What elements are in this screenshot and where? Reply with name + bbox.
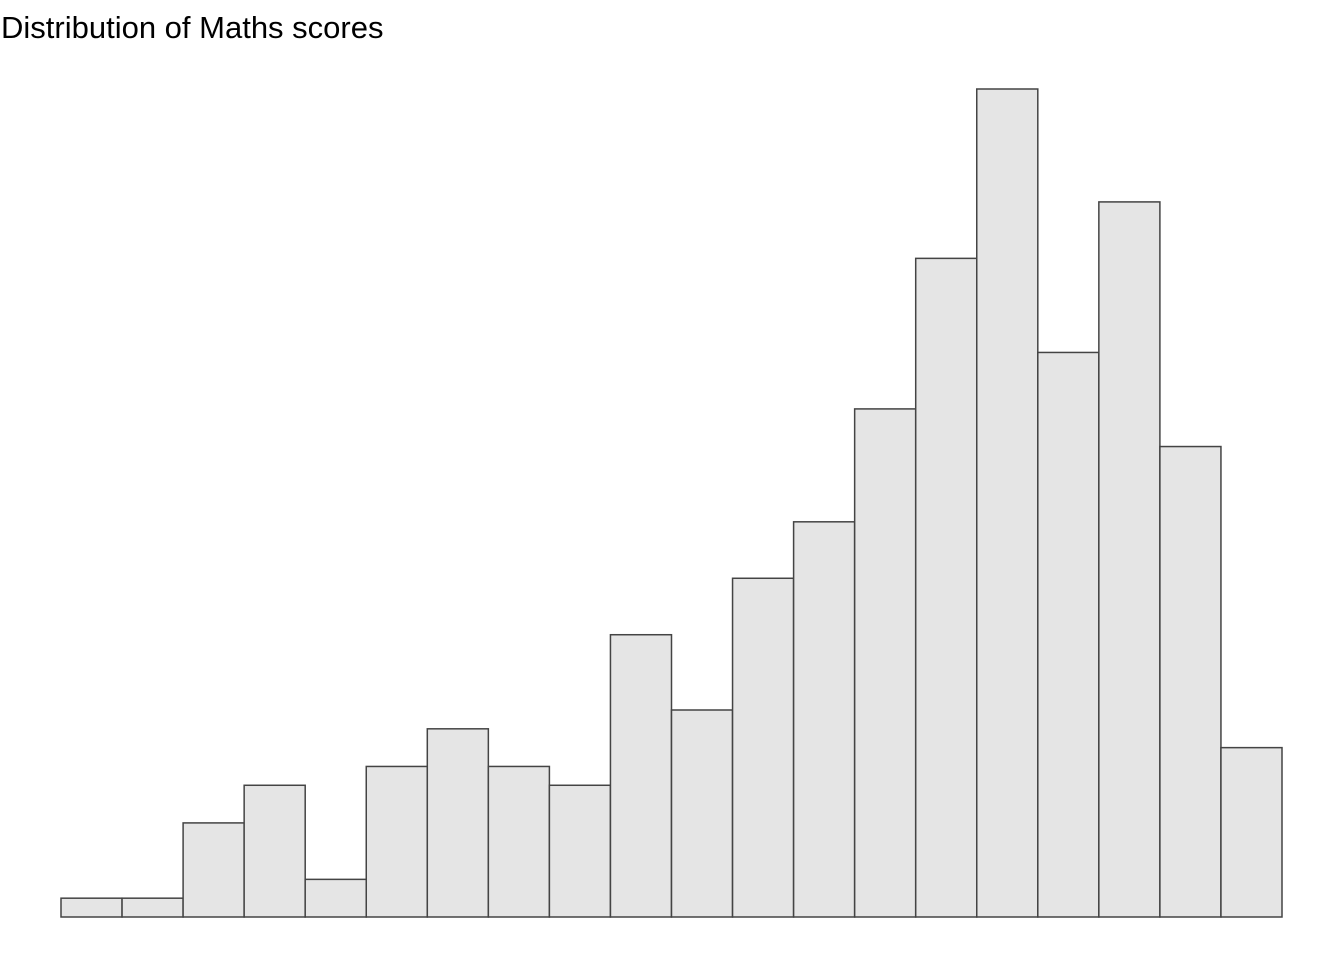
- chart-title: Distribution of Maths scores: [1, 10, 383, 45]
- bar: [1220, 746, 1283, 918]
- bar: [731, 577, 795, 918]
- bar: [914, 257, 978, 918]
- bar: [609, 633, 673, 918]
- bar: [121, 897, 184, 918]
- bar: [487, 765, 551, 918]
- bar: [60, 897, 123, 918]
- bar: [976, 88, 1039, 918]
- bar: [1098, 201, 1161, 918]
- bar: [1037, 351, 1100, 918]
- bar: [670, 709, 734, 918]
- bar: [853, 408, 917, 918]
- bar: [182, 822, 245, 918]
- bar: [365, 765, 429, 918]
- bar: [792, 521, 856, 918]
- bar: [426, 728, 490, 918]
- bar: [548, 784, 612, 918]
- bar: [1159, 445, 1222, 918]
- bar: [304, 878, 368, 918]
- bar: [243, 784, 306, 918]
